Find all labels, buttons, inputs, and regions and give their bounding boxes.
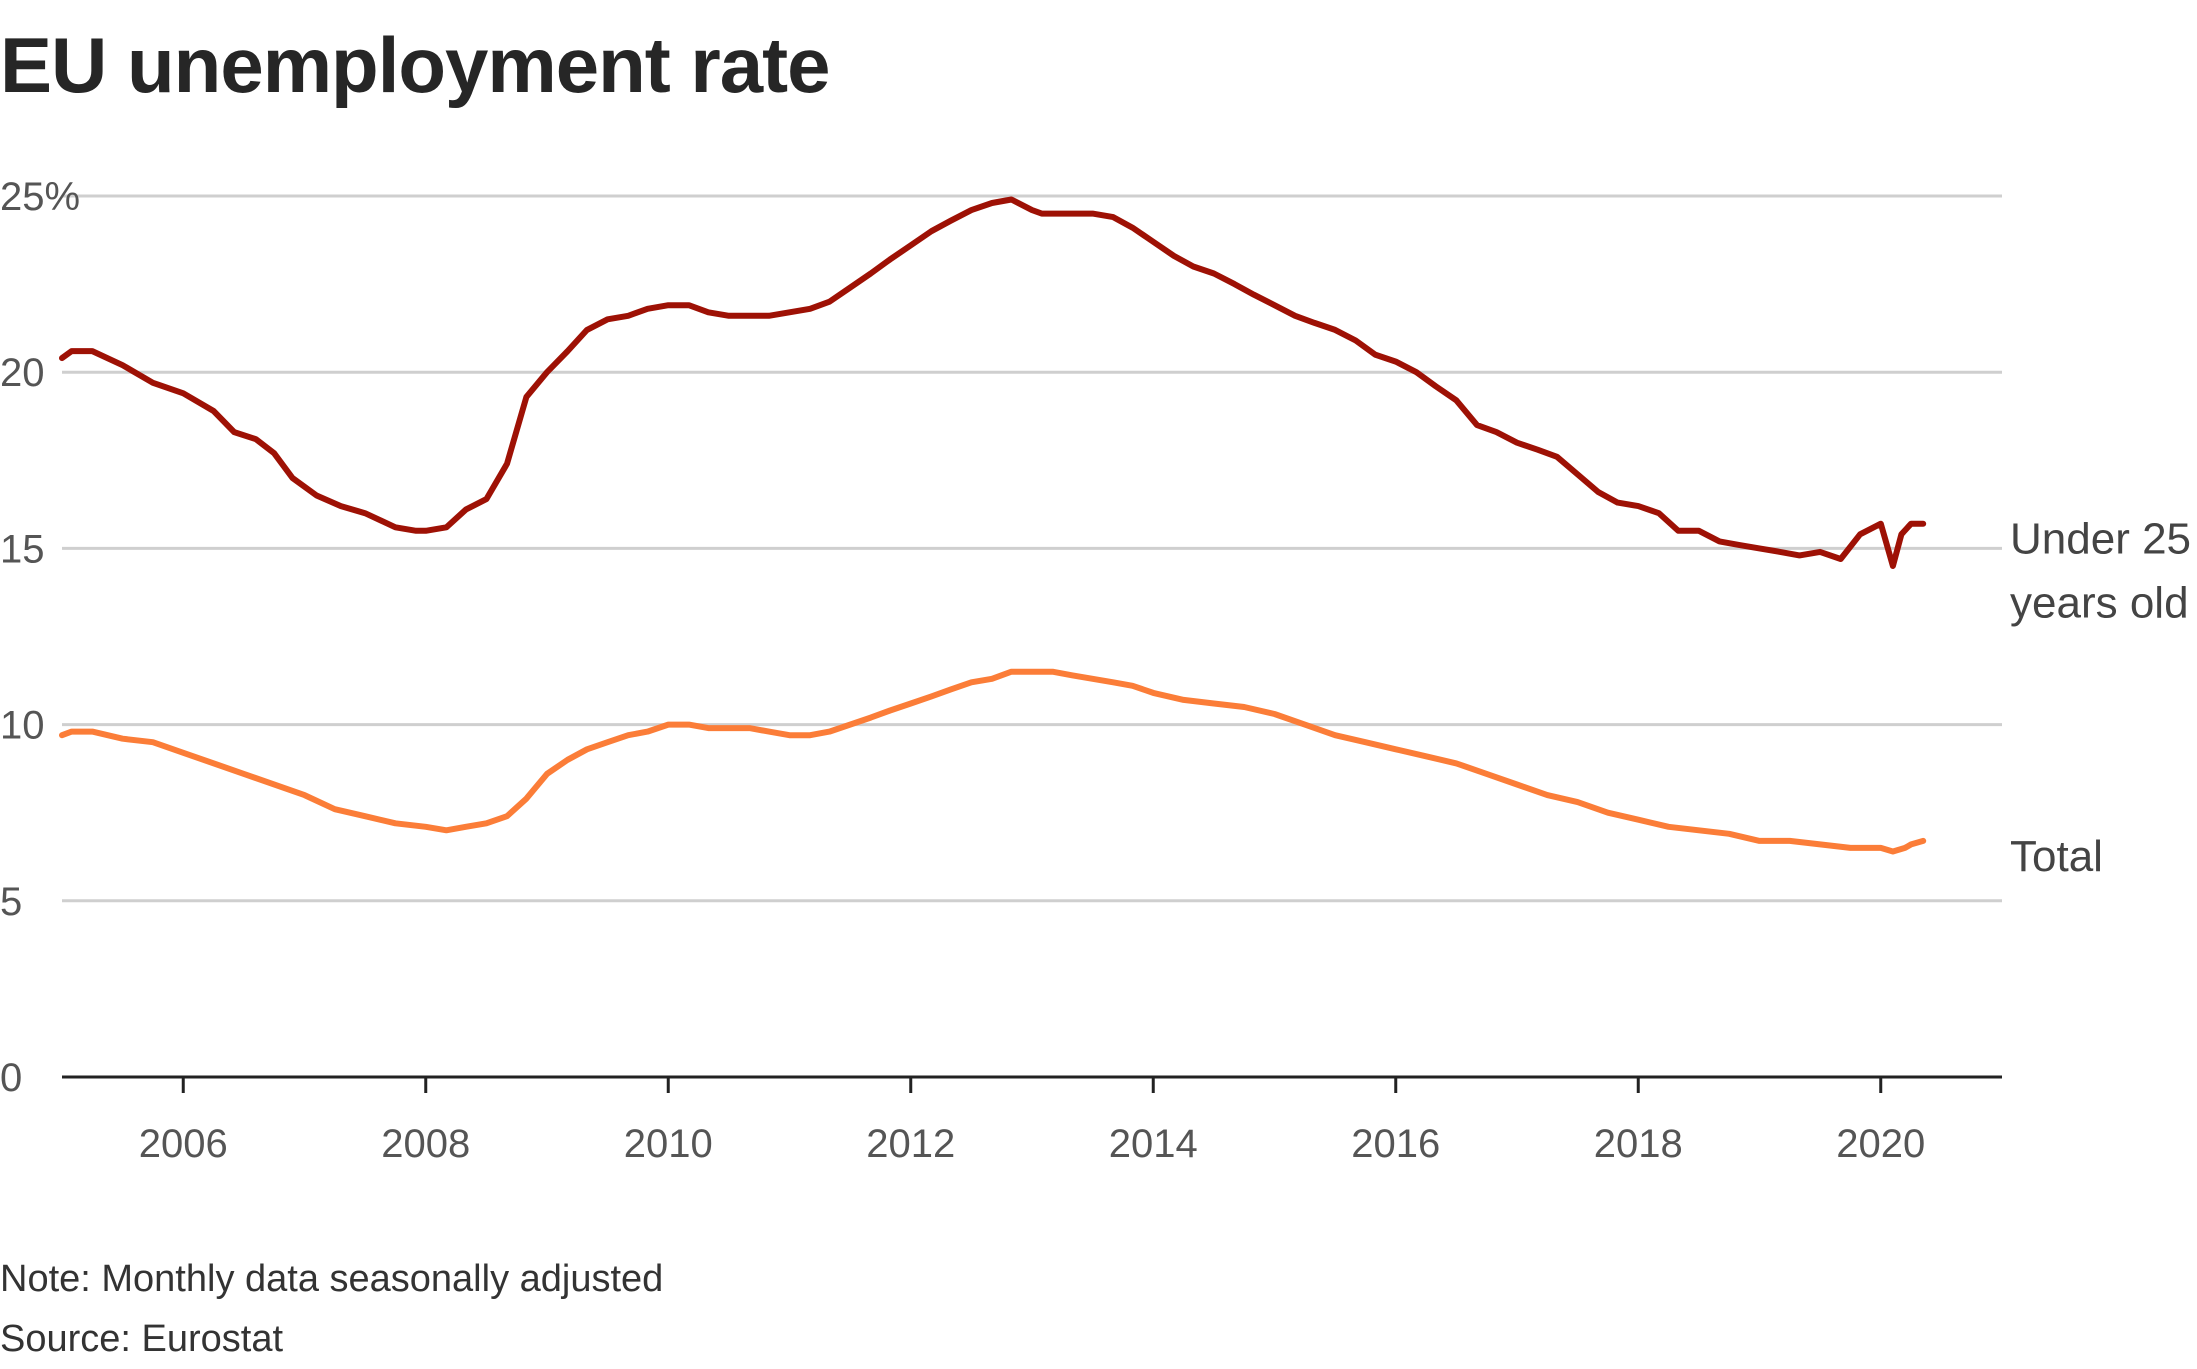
x-tick-label: 2020: [1836, 1122, 1925, 1166]
x-tick-label: 2008: [381, 1122, 470, 1166]
chart-note: Note: Monthly data seasonally adjusted: [0, 1258, 664, 1300]
series-label-under-25: Under 25: [2010, 515, 2191, 564]
x-tick-label: 2016: [1351, 1122, 1440, 1166]
y-tick-label: 25%: [0, 175, 80, 219]
y-tick-label: 20: [0, 351, 45, 395]
chart-title: EU unemployment rate: [0, 21, 831, 109]
line-chart: 0 5 10 15 20 25% 2006 2008 2010 2012 2014 2016 2018…: [0, 175, 2191, 1166]
x-tick-label: 2012: [866, 1122, 955, 1166]
y-tick-label: 10: [0, 704, 45, 748]
x-tick-label: 2018: [1594, 1122, 1683, 1166]
series-line-total: [59, 668, 1927, 855]
x-tick-label: 2014: [1109, 1122, 1198, 1166]
series-labels: Under 25 years old Total: [2010, 515, 2191, 881]
gridlines: [62, 194, 2002, 903]
y-tick-label: 5: [0, 880, 22, 924]
x-tick-label: 2006: [139, 1122, 228, 1166]
y-tick-label: 15: [0, 527, 45, 571]
chart-source: Source: Eurostat: [0, 1318, 284, 1360]
y-axis-tick-labels: 0 5 10 15 20 25%: [0, 175, 80, 1100]
series-line-under-25: [59, 196, 1927, 569]
x-axis-ticks: 2006 2008 2010 2012 2014 2016 2018 2020: [139, 1077, 1925, 1166]
series-lines: [59, 196, 1927, 855]
series-label-total: Total: [2010, 832, 2103, 881]
y-tick-label: 0: [0, 1056, 22, 1100]
series-label-under-25: years old: [2010, 579, 2189, 628]
x-tick-label: 2010: [624, 1122, 713, 1166]
